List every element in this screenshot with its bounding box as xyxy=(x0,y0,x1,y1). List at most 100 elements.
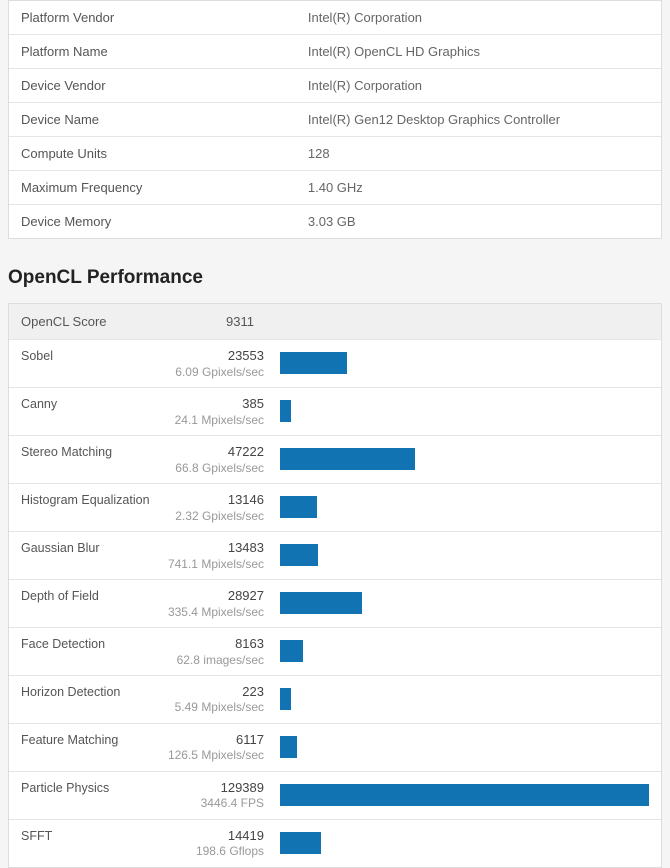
bench-score-value: 28927 xyxy=(159,588,264,604)
info-value: 1.40 GHz xyxy=(296,171,661,205)
bench-bar-cell xyxy=(274,819,661,866)
bench-name: Particle Physics xyxy=(9,771,159,819)
bench-score-unit: 741.1 Mpixels/sec xyxy=(159,557,264,571)
bench-score-cell: 1293893446.4 FPS xyxy=(159,771,274,819)
bench-bar-cell xyxy=(274,771,661,819)
bench-bar-cell xyxy=(274,340,661,388)
bench-name: Sobel xyxy=(9,340,159,388)
info-value: Intel(R) OpenCL HD Graphics xyxy=(296,35,661,69)
bench-score-cell: 131462.32 Gpixels/sec xyxy=(159,483,274,531)
bench-name: Depth of Field xyxy=(9,579,159,627)
bench-bar xyxy=(280,736,649,758)
bench-score-cell: 14419198.6 Gflops xyxy=(159,819,274,866)
bench-score-unit: 198.6 Gflops xyxy=(159,844,264,858)
bench-bar xyxy=(280,784,649,806)
bench-bar-fill xyxy=(280,688,291,710)
bench-bar-fill xyxy=(280,832,321,854)
bench-bar-fill xyxy=(280,784,649,806)
bench-bar-fill xyxy=(280,736,297,758)
bench-score-value: 223 xyxy=(159,684,264,700)
perf-row: Particle Physics1293893446.4 FPS xyxy=(9,771,661,819)
info-label: Platform Vendor xyxy=(9,1,296,35)
bench-score-value: 8163 xyxy=(159,636,264,652)
info-row: Platform VendorIntel(R) Corporation xyxy=(9,1,661,35)
bench-bar-cell xyxy=(274,579,661,627)
bench-score-unit: 6.09 Gpixels/sec xyxy=(159,365,264,379)
bench-score-value: 13483 xyxy=(159,540,264,556)
bench-score-unit: 24.1 Mpixels/sec xyxy=(159,413,264,427)
perf-header-row: OpenCL Score 9311 xyxy=(9,304,661,340)
perf-row: SFFT14419198.6 Gflops xyxy=(9,819,661,866)
bench-bar xyxy=(280,496,649,518)
perf-header-score: 9311 xyxy=(159,304,274,340)
bench-score-unit: 2.32 Gpixels/sec xyxy=(159,509,264,523)
device-info-table: Platform VendorIntel(R) CorporationPlatf… xyxy=(9,1,661,238)
perf-table: OpenCL Score 9311 Sobel235536.09 Gpixels… xyxy=(9,304,661,867)
bench-bar-fill xyxy=(280,640,303,662)
bench-score-cell: 4722266.8 Gpixels/sec xyxy=(159,435,274,483)
info-row: Maximum Frequency1.40 GHz xyxy=(9,171,661,205)
bench-score-value: 129389 xyxy=(159,780,264,796)
bench-name: SFFT xyxy=(9,819,159,866)
bench-bar-fill xyxy=(280,352,347,374)
info-value: Intel(R) Gen12 Desktop Graphics Controll… xyxy=(296,103,661,137)
perf-header-label: OpenCL Score xyxy=(9,304,159,340)
bench-bar-cell xyxy=(274,531,661,579)
bench-score-value: 47222 xyxy=(159,444,264,460)
bench-bar-fill xyxy=(280,496,317,518)
perf-row: Depth of Field28927335.4 Mpixels/sec xyxy=(9,579,661,627)
bench-score-value: 23553 xyxy=(159,348,264,364)
perf-row: Horizon Detection2235.49 Mpixels/sec xyxy=(9,675,661,723)
bench-score-value: 385 xyxy=(159,396,264,412)
bench-bar xyxy=(280,544,649,566)
bench-bar-cell xyxy=(274,483,661,531)
bench-bar xyxy=(280,400,649,422)
bench-bar-cell xyxy=(274,627,661,675)
bench-bar xyxy=(280,832,649,854)
info-label: Platform Name xyxy=(9,35,296,69)
perf-panel: OpenCL Score 9311 Sobel235536.09 Gpixels… xyxy=(8,303,662,868)
bench-score-unit: 5.49 Mpixels/sec xyxy=(159,700,264,714)
bench-bar-fill xyxy=(280,448,415,470)
info-row: Platform NameIntel(R) OpenCL HD Graphics xyxy=(9,35,661,69)
bench-bar-cell xyxy=(274,675,661,723)
perf-row: Face Detection816362.8 images/sec xyxy=(9,627,661,675)
bench-score-cell: 2235.49 Mpixels/sec xyxy=(159,675,274,723)
bench-bar xyxy=(280,640,649,662)
bench-score-unit: 62.8 images/sec xyxy=(159,653,264,667)
bench-score-unit: 3446.4 FPS xyxy=(159,796,264,810)
bench-score-cell: 28927335.4 Mpixels/sec xyxy=(159,579,274,627)
perf-row: Canny38524.1 Mpixels/sec xyxy=(9,387,661,435)
info-row: Device VendorIntel(R) Corporation xyxy=(9,69,661,103)
info-value: 128 xyxy=(296,137,661,171)
bench-name: Face Detection xyxy=(9,627,159,675)
perf-row: Gaussian Blur13483741.1 Mpixels/sec xyxy=(9,531,661,579)
info-label: Device Vendor xyxy=(9,69,296,103)
bench-bar-cell xyxy=(274,435,661,483)
bench-score-value: 13146 xyxy=(159,492,264,508)
bench-score-unit: 335.4 Mpixels/sec xyxy=(159,605,264,619)
info-row: Device Memory3.03 GB xyxy=(9,205,661,239)
perf-section-title: OpenCL Performance xyxy=(8,267,662,289)
info-value: 3.03 GB xyxy=(296,205,661,239)
info-label: Device Name xyxy=(9,103,296,137)
device-info-panel: Platform VendorIntel(R) CorporationPlatf… xyxy=(8,0,662,239)
bench-bar-fill xyxy=(280,544,318,566)
bench-bar xyxy=(280,448,649,470)
bench-bar xyxy=(280,352,649,374)
info-label: Compute Units xyxy=(9,137,296,171)
perf-row: Histogram Equalization131462.32 Gpixels/… xyxy=(9,483,661,531)
info-label: Device Memory xyxy=(9,205,296,239)
bench-score-value: 6117 xyxy=(159,732,264,748)
bench-bar xyxy=(280,688,649,710)
bench-name: Histogram Equalization xyxy=(9,483,159,531)
info-label: Maximum Frequency xyxy=(9,171,296,205)
bench-bar-cell xyxy=(274,387,661,435)
bench-name: Canny xyxy=(9,387,159,435)
bench-name: Horizon Detection xyxy=(9,675,159,723)
bench-score-cell: 13483741.1 Mpixels/sec xyxy=(159,531,274,579)
bench-score-cell: 38524.1 Mpixels/sec xyxy=(159,387,274,435)
perf-row: Stereo Matching4722266.8 Gpixels/sec xyxy=(9,435,661,483)
bench-score-cell: 816362.8 images/sec xyxy=(159,627,274,675)
bench-score-unit: 126.5 Mpixels/sec xyxy=(159,748,264,762)
